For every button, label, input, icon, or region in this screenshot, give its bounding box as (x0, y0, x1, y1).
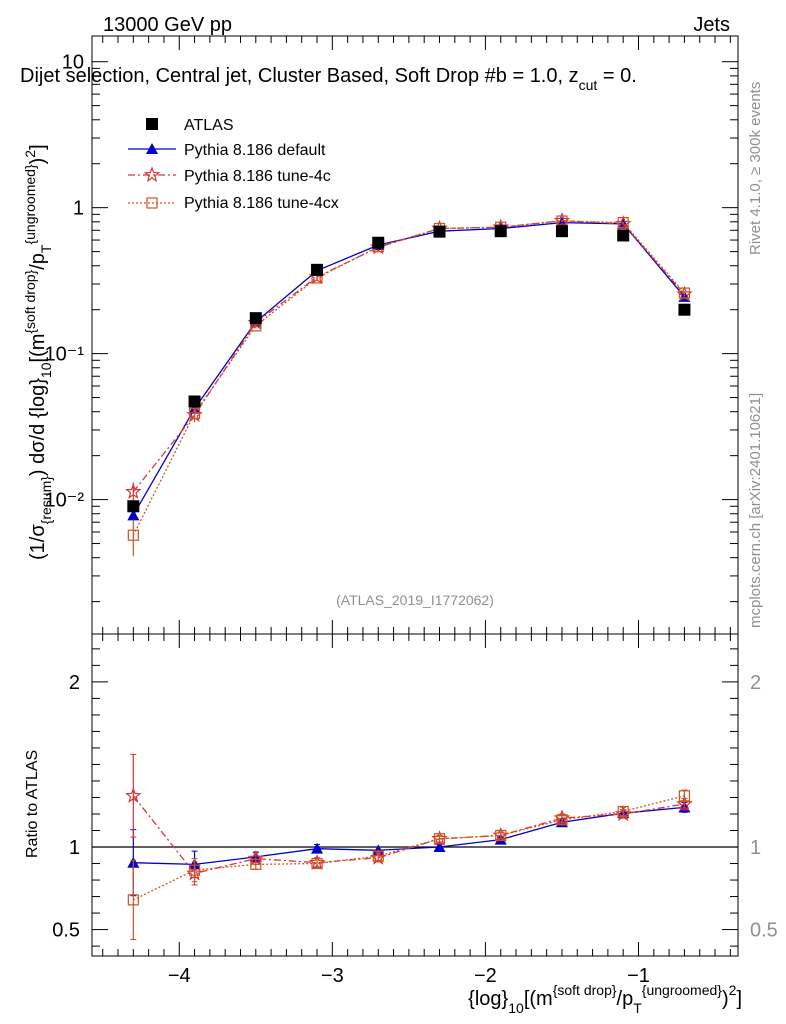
ratio-point-tune4cx (127, 894, 139, 906)
main-point-atlas (678, 303, 691, 316)
analysis-id: (ATLAS_2019_I1772062) (336, 592, 494, 608)
x-tick-label: −2 (474, 965, 497, 987)
ratio-point-tune4cx (188, 864, 201, 876)
main-point-tune4cx (678, 287, 691, 299)
legend-marker-tune4cx (146, 197, 158, 209)
main-point-atlas (188, 395, 201, 408)
x-tick-label: −4 (168, 965, 191, 987)
ratio-point-tune4c (125, 787, 142, 803)
main-y-tick-label: 10 (62, 52, 84, 74)
legend-label-atlas: ATLAS (184, 117, 234, 134)
ratio-line-tune4c (132, 795, 685, 875)
main-y-tick-label: 10⁻² (45, 490, 85, 512)
main-point-atlas (249, 312, 262, 325)
main-point-atlas (555, 225, 568, 238)
rivet-label: Rivet 4.1.0, ≥ 300k events (747, 82, 764, 255)
main-point-atlas (127, 500, 140, 513)
main-point-tune4cx (188, 407, 201, 419)
legend-label-default: Pythia 8.186 default (184, 142, 326, 159)
main-point-atlas (494, 225, 507, 238)
legend-label-tune4cx: Pythia 8.186 tune-4cx (184, 195, 339, 212)
ratio-point-tune4cx (678, 790, 691, 802)
main-point-atlas (617, 229, 630, 242)
ratio-y-tick-label: 2 (69, 672, 80, 694)
legend: ATLAS Pythia 8.186 default Pythia 8.186 … (128, 117, 339, 212)
main-line-tune4cx (132, 220, 685, 536)
ratio-line-tune4cx (133, 795, 685, 901)
ratio-point-tune4cx (372, 850, 384, 862)
main-point-tune4cx (127, 529, 139, 541)
ratio-y-tick-label: 1 (69, 837, 80, 859)
category-label: Jets (693, 14, 730, 36)
ratio-point-tune4cx (433, 833, 446, 845)
main-point-atlas (372, 236, 385, 249)
main-line-default (132, 221, 685, 516)
x-axis-label: {log}10[(m{soft drop}/pT{ungroomed})2] (468, 982, 742, 1016)
ratio-y-tick-label-right: 1 (750, 837, 761, 859)
main-y-tick-label: 1 (73, 198, 84, 220)
main-y-tick-label: 10⁻¹ (45, 344, 85, 366)
ratio-y-tick-label: 0.5 (52, 920, 80, 942)
main-ticks: 10⁻² 10⁻¹ 1 10 (45, 36, 738, 634)
ratio-point-tune4cx (311, 857, 323, 870)
ratio-point-tune4cx (495, 829, 507, 842)
x-tick-label: −1 (627, 965, 650, 987)
ratio-point-tune4c (676, 795, 693, 812)
ratio-y-tick-label-right: 2 (750, 672, 761, 694)
main-point-atlas (433, 225, 446, 238)
ratio-point-tune4cx (556, 814, 568, 826)
legend-marker-default (146, 143, 158, 154)
legend-label-tune4c: Pythia 8.186 tune-4c (184, 168, 331, 185)
ratio-point-default (433, 841, 446, 853)
main-point-tune4cx (617, 217, 629, 229)
ratio-ticks: −4 −3 −2 −1 0.5 0.5 1 1 2 2 (52, 634, 778, 987)
main-point-tune4c (125, 483, 142, 499)
main-line-tune4c (132, 219, 685, 493)
ratio-point-default (311, 842, 324, 854)
plot-title: Dijet selection, Central jet, Cluster Ba… (20, 65, 637, 93)
legend-marker-atlas (146, 118, 158, 130)
ratio-series (125, 754, 693, 940)
ratio-point-tune4cx (250, 858, 262, 870)
energy-label: 13000 GeV pp (103, 14, 232, 36)
ratio-y-tick-label-right: 0.5 (750, 920, 778, 942)
ratio-y-axis-label: Ratio to ATLAS (24, 750, 41, 858)
main-series (125, 211, 693, 557)
legend-marker-tune4c (143, 166, 161, 183)
mcplots-label: mcplots.cern.ch [arXiv:2401.10621] (747, 393, 764, 628)
ratio-point-tune4cx (617, 805, 629, 818)
main-point-atlas (311, 263, 324, 276)
x-tick-label: −3 (321, 965, 344, 987)
main-point-default (127, 509, 140, 521)
ratio-panel-frame (91, 633, 739, 957)
